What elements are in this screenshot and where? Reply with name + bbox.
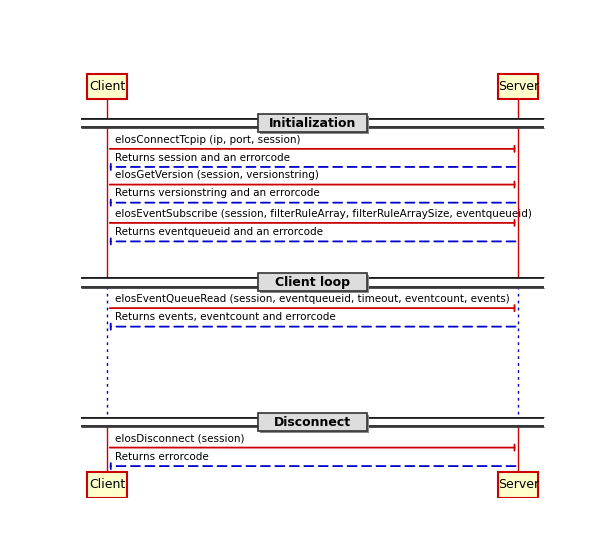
Text: elosEventSubscribe (session, filterRuleArray, filterRuleArraySize, eventqueueid): elosEventSubscribe (session, filterRuleA… bbox=[115, 209, 531, 219]
FancyBboxPatch shape bbox=[87, 472, 127, 498]
Text: Server: Server bbox=[498, 478, 539, 491]
Text: Client loop: Client loop bbox=[275, 276, 350, 289]
Text: Client: Client bbox=[89, 478, 125, 491]
Text: Returns session and an errorcode: Returns session and an errorcode bbox=[115, 153, 290, 163]
Text: Server: Server bbox=[498, 80, 539, 93]
FancyBboxPatch shape bbox=[258, 273, 367, 291]
Text: Client: Client bbox=[89, 80, 125, 93]
FancyBboxPatch shape bbox=[258, 114, 367, 132]
Text: elosDisconnect (session): elosDisconnect (session) bbox=[115, 433, 244, 443]
Text: elosConnectTcpip (ip, port, session): elosConnectTcpip (ip, port, session) bbox=[115, 135, 300, 145]
Text: Returns eventqueueid and an errorcode: Returns eventqueueid and an errorcode bbox=[115, 227, 323, 237]
FancyBboxPatch shape bbox=[260, 415, 369, 433]
Text: Initialization: Initialization bbox=[269, 116, 356, 130]
Text: Returns versionstring and an errorcode: Returns versionstring and an errorcode bbox=[115, 188, 319, 198]
FancyBboxPatch shape bbox=[87, 74, 127, 100]
FancyBboxPatch shape bbox=[498, 74, 539, 100]
Text: elosEventQueueRead (session, eventqueueid, timeout, eventcount, events): elosEventQueueRead (session, eventqueuei… bbox=[115, 294, 509, 304]
FancyBboxPatch shape bbox=[260, 116, 369, 134]
Text: Returns errorcode: Returns errorcode bbox=[115, 452, 208, 462]
Text: Returns events, eventcount and errorcode: Returns events, eventcount and errorcode bbox=[115, 312, 336, 323]
Text: elosGetVersion (session, versionstring): elosGetVersion (session, versionstring) bbox=[115, 170, 318, 181]
FancyBboxPatch shape bbox=[258, 413, 367, 431]
FancyBboxPatch shape bbox=[498, 472, 539, 498]
Text: Disconnect: Disconnect bbox=[274, 416, 351, 429]
FancyBboxPatch shape bbox=[260, 275, 369, 293]
